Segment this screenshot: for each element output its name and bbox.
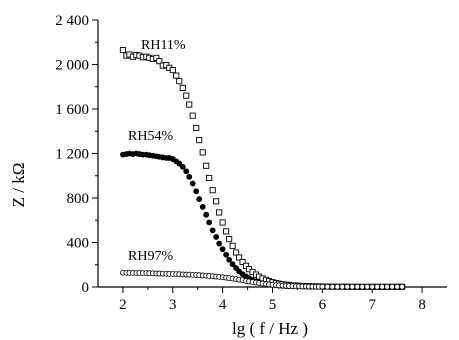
x-tick-label: 7 xyxy=(368,297,376,313)
y-tick-label: 1 200 xyxy=(55,147,89,163)
y-tick-label: 2 000 xyxy=(55,58,89,74)
data-point xyxy=(379,283,386,290)
data-point xyxy=(374,283,381,290)
data-point xyxy=(223,251,230,258)
data-point xyxy=(213,234,220,240)
x-tick-label: 2 xyxy=(119,297,127,313)
data-point xyxy=(324,283,331,290)
data-point xyxy=(364,283,371,290)
data-point xyxy=(219,246,226,253)
data-point xyxy=(226,236,233,243)
data-point xyxy=(229,242,236,249)
data-point xyxy=(344,283,351,290)
series-label-rh11: RH11% xyxy=(141,38,186,53)
data-point xyxy=(319,283,326,290)
data-point xyxy=(179,163,186,170)
x-axis-label: lg ( f / Hz ) xyxy=(232,319,308,338)
data-point xyxy=(226,256,233,263)
data-point xyxy=(209,187,216,194)
data-point xyxy=(193,188,200,195)
data-point xyxy=(369,283,376,290)
data-point xyxy=(156,58,163,65)
data-point xyxy=(199,149,206,156)
data-point xyxy=(213,198,220,205)
series-label-rh54: RH54% xyxy=(128,129,173,144)
x-tick-label: 6 xyxy=(319,297,327,313)
data-point xyxy=(189,180,196,187)
data-point xyxy=(196,137,203,144)
data-point xyxy=(239,258,246,266)
data-point xyxy=(199,204,206,210)
data-point xyxy=(233,249,240,256)
y-tick-label: 400 xyxy=(67,236,90,252)
data-point xyxy=(219,219,226,226)
y-axis-ticks: 0 400 800 1 200 1 600 2 000 2 400 xyxy=(55,13,98,296)
y-tick-label: 2 400 xyxy=(55,13,89,29)
data-point xyxy=(394,283,401,290)
y-tick-label: 0 xyxy=(82,280,90,296)
x-tick-label: 3 xyxy=(169,297,177,313)
series-group xyxy=(119,46,406,290)
data-point xyxy=(216,240,223,247)
data-point xyxy=(329,283,336,290)
series-label-rh97: RH97% xyxy=(128,249,173,264)
data-point xyxy=(183,92,190,99)
data-point xyxy=(216,209,223,216)
data-point xyxy=(399,283,406,290)
data-point xyxy=(339,283,346,290)
data-point xyxy=(176,78,183,85)
data-point xyxy=(384,283,391,290)
data-point xyxy=(354,283,361,290)
data-point xyxy=(203,211,210,218)
data-point xyxy=(206,219,213,226)
data-point xyxy=(206,174,213,182)
data-point xyxy=(193,124,200,131)
data-point xyxy=(173,72,180,79)
y-tick-label: 800 xyxy=(67,191,90,207)
data-point xyxy=(203,162,210,169)
data-point xyxy=(223,228,230,235)
data-point xyxy=(334,283,341,290)
series-rh54 xyxy=(120,150,296,290)
data-point xyxy=(169,67,176,74)
data-point xyxy=(389,283,396,290)
data-point xyxy=(196,196,203,203)
data-point xyxy=(119,46,126,54)
data-point xyxy=(359,283,366,290)
x-tick-label: 8 xyxy=(418,297,426,313)
data-point xyxy=(186,173,193,180)
data-point xyxy=(186,101,193,108)
x-tick-label: 4 xyxy=(219,297,227,313)
y-tick-label: 1 600 xyxy=(55,102,89,118)
x-axis-ticks: 2 3 4 5 6 7 8 xyxy=(119,287,426,313)
data-point xyxy=(183,168,190,175)
data-point xyxy=(236,254,243,261)
data-point xyxy=(209,227,216,234)
data-point xyxy=(179,84,186,91)
series-rh97 xyxy=(120,269,406,290)
data-point xyxy=(189,112,196,119)
y-axis-label: Z / kΩ xyxy=(9,163,28,208)
x-tick-label: 5 xyxy=(269,297,277,313)
data-point xyxy=(229,261,236,268)
data-point xyxy=(349,283,356,290)
